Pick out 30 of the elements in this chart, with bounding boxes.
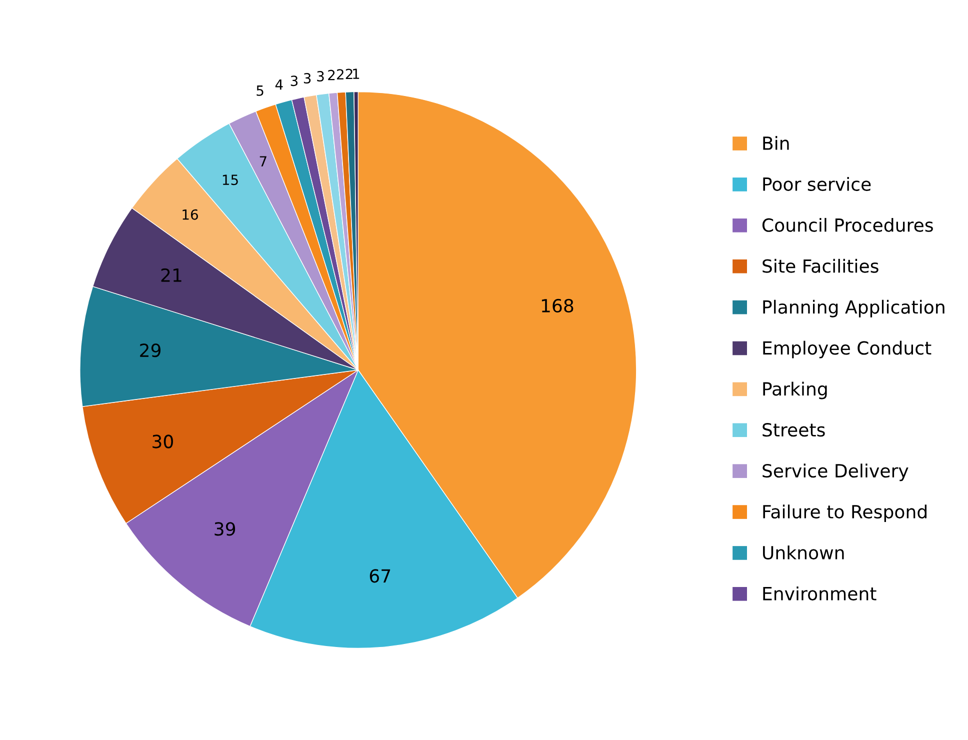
data-label: 3: [290, 76, 298, 86]
legend-label: Council Procedures: [762, 218, 933, 232]
data-label: 3: [317, 71, 324, 82]
data-label: 29: [140, 344, 160, 358]
data-label: 67: [370, 569, 390, 583]
data-label: 5: [256, 86, 264, 96]
data-label: 168: [542, 298, 574, 313]
legend-label: Streets: [762, 423, 825, 437]
data-label: 2: [328, 70, 335, 80]
data-label: 2: [346, 68, 352, 80]
data-label: 4: [275, 80, 283, 90]
legend-label: Environment: [763, 586, 876, 600]
legend-label: Employee Conduct: [763, 340, 932, 358]
data-label: 39: [214, 522, 236, 536]
legend-label: Planning Application: [763, 300, 944, 318]
data-label: 16: [182, 209, 198, 220]
data-label: 1: [353, 68, 360, 79]
legend-label: Unknown: [763, 546, 844, 560]
legend-label: Bin: [763, 136, 789, 150]
legend-label: Site Facilities: [762, 258, 878, 273]
data-label: 3: [304, 73, 311, 84]
data-label: 30: [152, 434, 173, 448]
legend-label: Poor service: [763, 177, 871, 191]
data-label: 15: [222, 174, 238, 186]
legend-label: Service Delivery: [762, 464, 908, 482]
data-label: 7: [260, 156, 266, 166]
data-label: 21: [161, 268, 182, 282]
data-label: 2: [336, 69, 344, 80]
legend-label: Parking: [763, 382, 827, 400]
legend-label: Failure to Respond: [763, 504, 926, 522]
